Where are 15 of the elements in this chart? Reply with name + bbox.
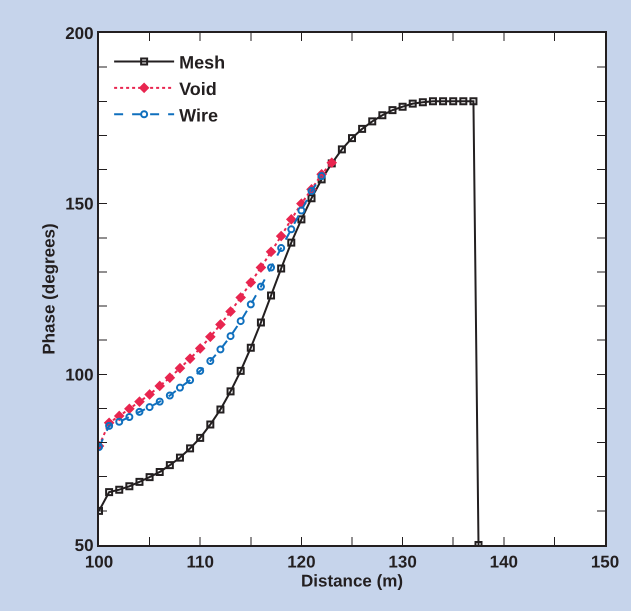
y-tick-label: 150 bbox=[65, 194, 94, 214]
x-tick-label: 120 bbox=[287, 552, 316, 572]
x-tick-label: 130 bbox=[388, 552, 417, 572]
y-axis-title: Phase (degrees) bbox=[39, 223, 58, 355]
legend-label: Mesh bbox=[179, 52, 226, 72]
legend-label: Void bbox=[179, 78, 217, 99]
x-axis-title: Distance (m) bbox=[300, 571, 404, 590]
x-tick-label: 140 bbox=[490, 552, 518, 572]
y-tick-label: 200 bbox=[65, 24, 94, 43]
x-tick-label: 150 bbox=[590, 552, 620, 572]
y-tick-label: 50 bbox=[74, 536, 94, 555]
y-tick-label: 100 bbox=[65, 365, 94, 384]
legend-label: Wire bbox=[179, 105, 218, 126]
x-tick-label: 100 bbox=[84, 552, 114, 572]
x-tick-label: 110 bbox=[186, 552, 214, 572]
